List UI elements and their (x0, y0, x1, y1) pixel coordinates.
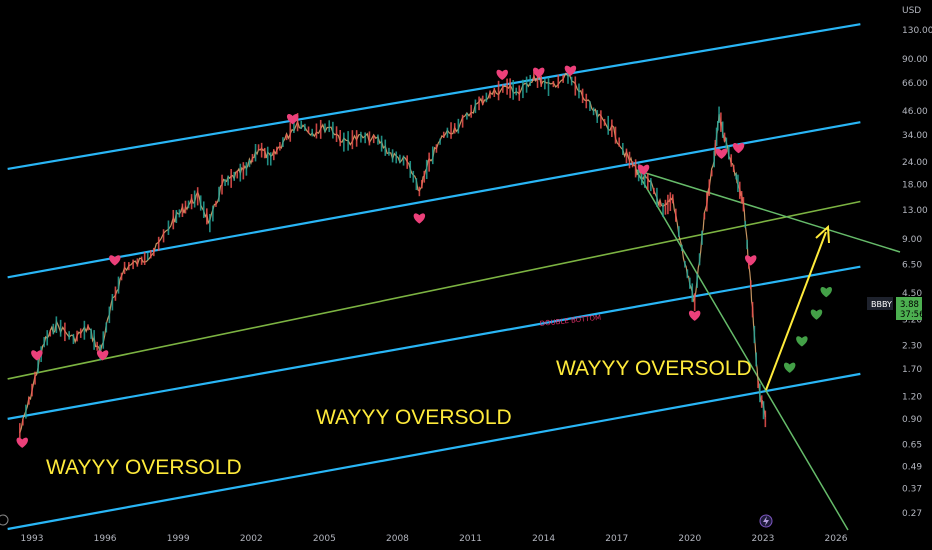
x-tick-label: 1996 (94, 534, 117, 544)
heart-marker (744, 255, 757, 266)
x-tick-label: 1999 (167, 534, 190, 544)
heart-marker (286, 114, 299, 125)
y-tick-label: 24.00 (902, 158, 928, 168)
x-tick-label: 2008 (386, 534, 409, 544)
last-price-value: 3.88 (900, 300, 919, 310)
y-tick-label: 130.00 (902, 26, 932, 36)
last-price-tag: BBBY 3.88 37:56 (867, 297, 925, 320)
channel-line (7, 372, 861, 531)
annotation-oversold-right: WAYYY OVERSOLD (556, 357, 752, 380)
x-tick-label: 2011 (459, 534, 482, 544)
heart-marker (688, 310, 701, 321)
trend-fan-lines (635, 169, 901, 531)
symbol-tag: BBBY (871, 300, 892, 309)
fan-line-upper (635, 169, 901, 253)
x-tick-label: 2026 (825, 534, 848, 544)
green-heart-marker (796, 336, 808, 347)
channel-line (7, 265, 861, 420)
y-tick-label: 0.49 (902, 462, 922, 472)
heart-marker (496, 69, 508, 81)
channel-line (7, 121, 861, 279)
channel-line (7, 200, 861, 380)
x-axis[interactable]: 1993 1996 1999 2002 2005 2008 2011 2014 2017 2020… (21, 534, 848, 544)
heart-markers (16, 65, 757, 448)
y-tick-label: 0.90 (902, 415, 922, 425)
price-series (19, 68, 767, 444)
heart-marker (413, 213, 426, 224)
y-tick-label: 2.30 (902, 341, 922, 351)
logo-icon (0, 514, 9, 526)
x-tick-label: 2014 (532, 534, 555, 544)
y-tick-label: 3.20 (902, 316, 922, 326)
y-tick-label: 6.50 (902, 260, 922, 270)
heart-marker (715, 148, 728, 159)
green-heart-marker (810, 309, 823, 320)
heart-marker (96, 350, 109, 361)
y-tick-label: 0.27 (902, 509, 922, 519)
y-tick-label: 1.70 (902, 365, 922, 375)
y-axis[interactable]: 130.00 90.00 66.00 46.00 34.00 24.00 18.00 13.0… (902, 26, 932, 519)
x-tick-label: 1993 (21, 534, 44, 544)
x-tick-label: 2005 (313, 534, 336, 544)
channel-line (7, 23, 861, 170)
trend-channels (7, 23, 861, 531)
x-tick-label: 2023 (751, 534, 774, 544)
x-tick-label: 2017 (605, 534, 628, 544)
y-tick-label: 4.50 (902, 289, 922, 299)
heart-marker (16, 437, 28, 448)
countdown-value: 37:56 (900, 310, 925, 320)
fan-line-down (635, 169, 849, 531)
green-heart-marker (783, 362, 796, 373)
heart-marker (533, 67, 545, 78)
annotation-oversold-middle: WAYYY OVERSOLD (316, 406, 512, 429)
projection-arrow (765, 231, 827, 391)
price-tag-bg (896, 297, 922, 320)
green-heart-marker (820, 286, 832, 298)
y-tick-label: 9.00 (902, 235, 922, 245)
y-tick-label: 90.00 (902, 55, 928, 65)
symbol-tag-bg (867, 297, 893, 310)
heart-marker (31, 350, 43, 361)
projection-arrow-head (815, 224, 830, 244)
annotation-double-bottom: DOUBLE BOTTOM (539, 314, 601, 328)
lightning-icon[interactable] (759, 514, 773, 528)
heart-marker (564, 65, 577, 76)
y-tick-label: 66.00 (902, 79, 928, 89)
x-tick-label: 2020 (678, 534, 701, 544)
heart-marker (732, 143, 745, 154)
annotation-oversold-left: WAYYY OVERSOLD (46, 456, 242, 479)
y-tick-label: 0.65 (902, 440, 922, 450)
currency-label: USD (902, 6, 921, 16)
heart-marker (637, 164, 650, 175)
y-tick-label: 34.00 (902, 131, 928, 141)
heart-marker (109, 255, 121, 266)
green-heart-markers (783, 286, 832, 373)
x-tick-label: 2002 (240, 534, 263, 544)
y-tick-label: 1.20 (902, 392, 922, 402)
y-tick-label: 18.00 (902, 181, 928, 191)
y-tick-label: 46.00 (902, 107, 928, 117)
y-tick-label: 0.37 (902, 484, 922, 494)
y-tick-label: 13.00 (902, 206, 928, 216)
